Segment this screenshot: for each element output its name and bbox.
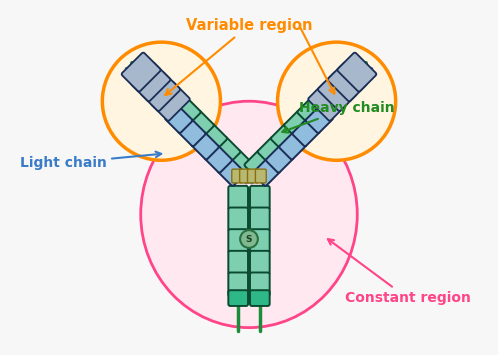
FancyBboxPatch shape <box>192 132 219 159</box>
FancyBboxPatch shape <box>228 290 248 306</box>
FancyBboxPatch shape <box>141 72 180 111</box>
FancyBboxPatch shape <box>228 273 248 296</box>
FancyBboxPatch shape <box>200 124 227 151</box>
FancyBboxPatch shape <box>253 159 280 186</box>
FancyBboxPatch shape <box>297 98 325 125</box>
FancyBboxPatch shape <box>205 146 232 173</box>
FancyBboxPatch shape <box>228 229 248 253</box>
FancyBboxPatch shape <box>250 273 270 296</box>
Circle shape <box>102 42 221 160</box>
FancyBboxPatch shape <box>232 169 243 183</box>
FancyBboxPatch shape <box>255 169 266 183</box>
FancyBboxPatch shape <box>338 53 376 92</box>
Ellipse shape <box>141 101 357 328</box>
FancyBboxPatch shape <box>279 132 306 159</box>
FancyBboxPatch shape <box>228 186 248 209</box>
FancyBboxPatch shape <box>257 137 285 164</box>
FancyBboxPatch shape <box>228 251 248 274</box>
FancyBboxPatch shape <box>240 169 250 183</box>
FancyBboxPatch shape <box>250 208 270 231</box>
FancyBboxPatch shape <box>250 229 270 253</box>
FancyBboxPatch shape <box>284 111 311 138</box>
FancyBboxPatch shape <box>178 119 206 146</box>
FancyBboxPatch shape <box>228 208 248 231</box>
FancyBboxPatch shape <box>245 151 271 178</box>
FancyBboxPatch shape <box>213 137 241 164</box>
FancyBboxPatch shape <box>227 151 253 178</box>
FancyBboxPatch shape <box>122 53 160 92</box>
FancyBboxPatch shape <box>151 82 190 121</box>
Text: Variable region: Variable region <box>165 18 312 95</box>
FancyBboxPatch shape <box>250 186 270 209</box>
FancyBboxPatch shape <box>248 169 258 183</box>
FancyBboxPatch shape <box>266 146 293 173</box>
Text: Light chain: Light chain <box>19 152 161 170</box>
FancyBboxPatch shape <box>218 159 245 186</box>
FancyBboxPatch shape <box>165 106 192 133</box>
Circle shape <box>277 42 396 160</box>
FancyBboxPatch shape <box>173 98 201 125</box>
FancyBboxPatch shape <box>250 251 270 274</box>
Text: Heavy chain: Heavy chain <box>282 101 395 133</box>
Text: S: S <box>246 235 252 244</box>
FancyBboxPatch shape <box>318 72 357 111</box>
FancyBboxPatch shape <box>308 82 347 121</box>
FancyBboxPatch shape <box>271 124 298 151</box>
FancyBboxPatch shape <box>187 111 214 138</box>
FancyBboxPatch shape <box>292 119 320 146</box>
Circle shape <box>240 230 258 248</box>
FancyBboxPatch shape <box>328 62 367 101</box>
FancyBboxPatch shape <box>131 62 170 101</box>
FancyBboxPatch shape <box>250 290 270 306</box>
Text: Constant region: Constant region <box>328 239 471 305</box>
FancyBboxPatch shape <box>306 106 333 133</box>
